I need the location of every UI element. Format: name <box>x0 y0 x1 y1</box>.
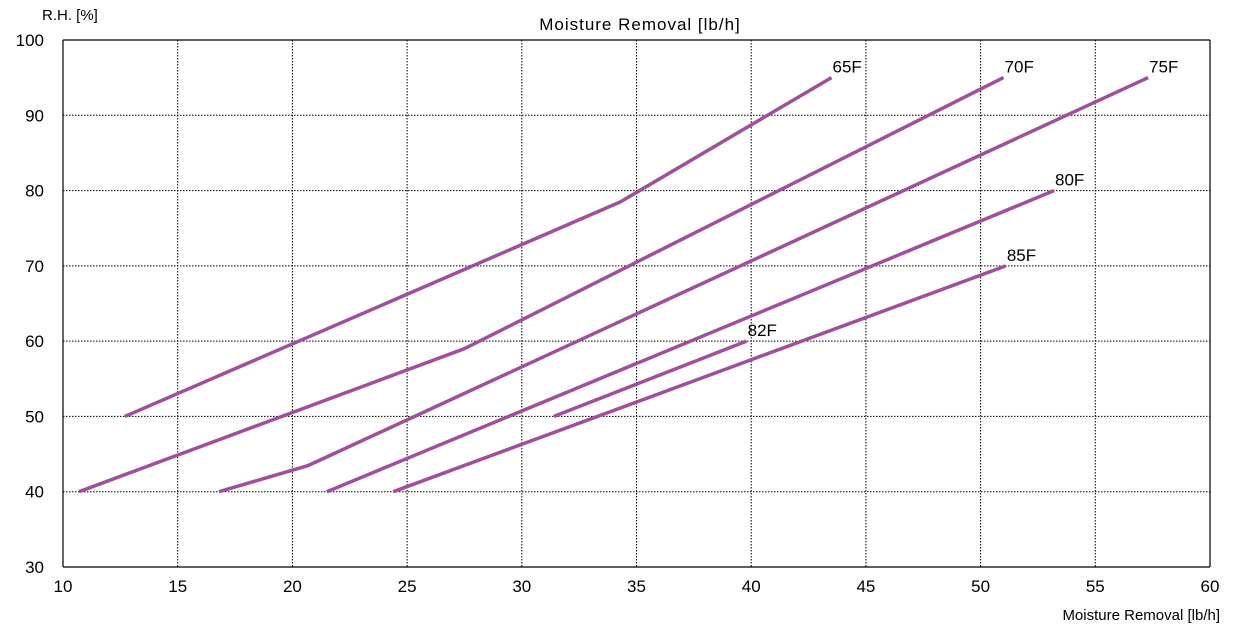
x-tick-label: 30 <box>512 577 531 596</box>
y-tick-label: 40 <box>25 483 44 502</box>
y-tick-label: 70 <box>25 257 44 276</box>
chart-title: Moisture Removal [lb/h] <box>539 15 741 34</box>
x-tick-label: 45 <box>856 577 875 596</box>
series-label-70f: 70F <box>1005 58 1034 77</box>
y-tick-label: 60 <box>25 332 44 351</box>
series-label-65f: 65F <box>832 58 861 77</box>
y-tick-label: 50 <box>25 407 44 426</box>
x-tick-label: 25 <box>398 577 417 596</box>
series-line-82f <box>553 339 748 419</box>
x-tick-label: 50 <box>971 577 990 596</box>
series-labels: 65F 70F 75F 80F 82F 85F <box>748 58 1179 340</box>
x-tick-label: 55 <box>1086 577 1105 596</box>
series-label-80f: 80F <box>1055 171 1084 190</box>
y-tick-label: 80 <box>25 182 44 201</box>
series-line-65f <box>124 76 833 419</box>
grid <box>63 40 1210 567</box>
series-label-75f: 75F <box>1149 58 1178 77</box>
x-tick-label: 40 <box>742 577 761 596</box>
y-tick-label: 30 <box>25 558 44 577</box>
x-tick-label: 35 <box>627 577 646 596</box>
series-label-85f: 85F <box>1007 246 1036 265</box>
series-line-85f <box>392 264 1007 494</box>
series-line-80f <box>326 188 1055 494</box>
x-tick-label: 20 <box>283 577 302 596</box>
axes <box>62 39 1211 568</box>
series-line-70f <box>78 76 1005 494</box>
series-lines <box>78 76 1149 494</box>
x-tick-label: 15 <box>168 577 187 596</box>
tick-labels: 10 15 20 25 30 35 40 45 50 55 60 30 40 50 60 70 80 90 100 <box>16 31 1220 596</box>
x-tick-label: 10 <box>54 577 73 596</box>
y-tick-label: 100 <box>16 31 44 50</box>
x-axis-label: Moisture Removal [lb/h] <box>1062 607 1220 624</box>
x-tick-label: 60 <box>1201 577 1220 596</box>
series-line-75f <box>218 76 1149 494</box>
series-label-82f: 82F <box>748 321 777 340</box>
y-axis-label: R.H. [%] <box>42 7 98 24</box>
y-tick-label: 90 <box>25 106 44 125</box>
